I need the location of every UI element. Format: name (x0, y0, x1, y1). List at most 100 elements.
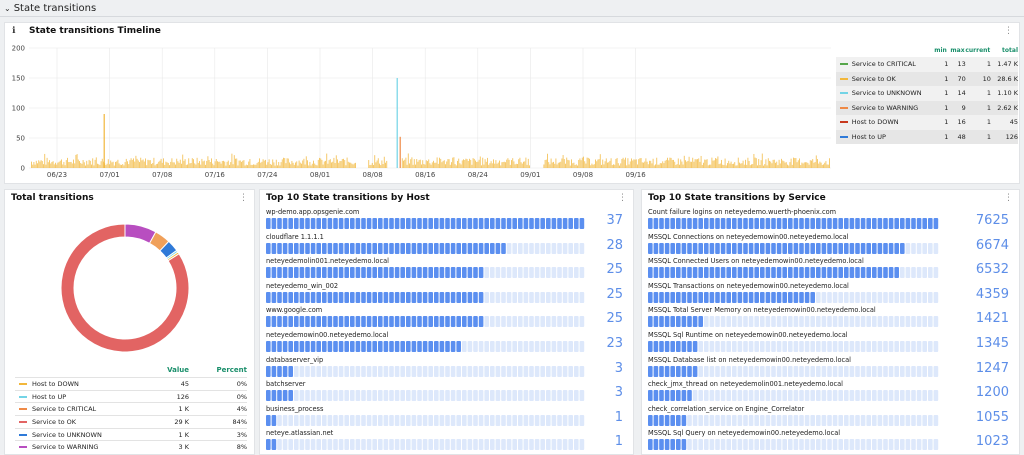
gauge-cell-filled (872, 267, 877, 279)
gauge-cell-empty (366, 365, 372, 377)
gauge-cell-empty (816, 390, 821, 402)
gauge-cell-filled (670, 365, 675, 377)
legend-table-row[interactable]: Service to UNKNOWN 1 K 3% (15, 427, 247, 441)
timeline-bar (495, 160, 497, 168)
gauge-cell-empty (445, 414, 450, 426)
bar-gauge-item[interactable]: cloudflare 1.1.1.1 28 (260, 233, 633, 258)
legend-item[interactable]: Service to OK 1 70 10 28.6 K (836, 71, 1018, 86)
bar-gauge-label: MSSQL Sql Runtime on neteyedemowin00.net… (648, 331, 848, 339)
bar-gauge-item[interactable]: www.google.com 25 (260, 306, 633, 331)
bar-gauge-item[interactable]: MSSQL Database list on neteyedemowin00.n… (642, 356, 1019, 381)
gauge-cell-empty (506, 365, 512, 377)
gauge-cell-empty (417, 390, 422, 402)
legend-item[interactable]: Service to UNKNOWN 1 14 1 1.10 K (836, 86, 1018, 101)
gauge-cell-empty (928, 414, 933, 426)
gauge-cell-empty (866, 414, 871, 426)
gauge-cell-empty (838, 316, 843, 328)
bar-gauge-item[interactable]: neteyedemowin00.neteyedemo.local 23 (260, 331, 633, 356)
legend-total-header[interactable]: total (1002, 47, 1018, 54)
legend-item[interactable]: Service to WARNING 1 9 1 2.62 K (836, 100, 1018, 115)
legend-current-header[interactable]: current (965, 47, 991, 54)
gauge-cell-filled (282, 291, 288, 303)
timeline-bar (451, 162, 452, 168)
timeline-bar (249, 159, 251, 168)
legend-table-row[interactable]: Service to OK 29 K 84% (15, 415, 247, 428)
timeline-bar (811, 160, 812, 168)
timeline-bar (131, 159, 133, 168)
legend-min-header[interactable]: min (934, 47, 947, 54)
timeline-bar (563, 159, 565, 168)
timeline-bar (735, 165, 737, 168)
legend-item[interactable]: Host to DOWN 1 16 1 45 (836, 115, 1018, 130)
bar-gauge-item[interactable]: MSSQL Connected Users on neteyedemowin00… (642, 257, 1019, 282)
chevron-down-icon[interactable]: ⌄ (4, 3, 11, 13)
info-icon[interactable]: ℹ (12, 26, 16, 36)
legend-table-row[interactable]: Service to CRITICAL 1 K 4% (15, 402, 247, 415)
legend-total: 1.10 K (997, 89, 1019, 98)
bar-gauge-item[interactable]: batchserver 3 (260, 380, 633, 405)
gauge-cell-empty (888, 291, 894, 303)
gauge-cell-empty (754, 390, 759, 402)
timeline-bar (215, 159, 217, 168)
bar-gauge-item[interactable]: neteyedemo_win_002 25 (260, 282, 633, 307)
kebab-icon[interactable]: ⋮ (618, 193, 627, 203)
gauge-cell-empty (529, 267, 534, 279)
gauge-cell-empty (692, 414, 698, 426)
bar-gauge-item[interactable]: MSSQL Total Server Memory on neteyedemow… (642, 306, 1019, 331)
gauge-cell-filled (355, 291, 361, 303)
timeline-bar (88, 159, 90, 168)
gauge-cell-filled (294, 267, 299, 279)
legend-table-row[interactable]: Host to DOWN 45 0% (15, 377, 247, 390)
bar-gauge-item[interactable]: Count failure logins on neteyedemo.wuert… (642, 208, 1019, 233)
bar-gauge-item[interactable]: MSSQL Sql Runtime on neteyedemowin00.net… (642, 331, 1019, 356)
bar-gauge-item[interactable]: neteye.atlassian.net 1 (260, 429, 633, 454)
gauge-cell-filled (383, 267, 389, 279)
kebab-icon[interactable]: ⋮ (1004, 26, 1013, 36)
bar-gauge-item[interactable]: MSSQL Connections on neteyedemowin00.net… (642, 233, 1019, 258)
gauge-cell-filled (653, 316, 659, 328)
gauge-cell-empty (574, 267, 579, 279)
legend-item[interactable]: Host to UP 1 48 1 126 (836, 129, 1018, 144)
donut-chart (60, 223, 190, 353)
gauge-cell-filled (681, 218, 687, 229)
bar-gauge-item[interactable]: MSSQL Transactions on neteyedemowin00.ne… (642, 282, 1019, 307)
gauge-cell-empty (821, 390, 827, 402)
legend-table-row[interactable]: Service to WARNING 3 K 8% (15, 440, 247, 453)
bar-gauge-item[interactable]: check_correlation_service on Engine_Corr… (642, 405, 1019, 430)
value-header[interactable]: Value (167, 366, 189, 374)
legend-table-row[interactable]: Host to UP 126 0% (15, 389, 247, 403)
legend-percent: 84% (232, 417, 247, 426)
bar-gauge-item[interactable]: business_process 1 (260, 405, 633, 430)
legend-max-header[interactable]: max (950, 47, 965, 54)
legend-current: 1 (986, 132, 991, 141)
gauge-cell-filled (664, 267, 670, 279)
gauge-cell-filled (350, 316, 355, 328)
gauge-cell-filled (765, 291, 771, 303)
gauge-cell-empty (838, 439, 843, 451)
gauge-cell-empty (574, 341, 579, 352)
gauge-cell-empty (743, 316, 748, 328)
timeline-bar (709, 164, 710, 168)
percent-header[interactable]: Percent (216, 366, 247, 374)
kebab-icon[interactable]: ⋮ (239, 193, 248, 203)
gauge-cell-filled (400, 267, 405, 279)
bar-gauge-item[interactable]: neteyedemolin001.neteyedemo.local 25 (260, 257, 633, 282)
gauge-cell-filled (754, 291, 759, 303)
timeline-bar (763, 165, 764, 168)
bar-gauge-item[interactable]: MSSQL Sql Query on neteyedemowin00.netey… (642, 429, 1019, 454)
timeline-bar (100, 161, 102, 168)
gauge-cell-empty (720, 365, 726, 377)
legend-item[interactable]: Service to CRITICAL 1 13 1 1.47 K (836, 57, 1018, 72)
x-tick-label: 08/16 (415, 171, 436, 179)
timeline-bar (580, 160, 582, 168)
bar-gauge-item[interactable]: check_jmx_thread on neteyedemolin001.net… (642, 380, 1019, 405)
timeline-bar (266, 164, 268, 168)
gauge-cell-empty (406, 365, 411, 377)
gauge-cell-empty (928, 242, 933, 254)
bar-gauge-item[interactable]: wp-demo.app.opsgenie.com 37 (260, 208, 633, 233)
gauge-cell-filled (653, 365, 659, 377)
timeline-bar (328, 160, 330, 168)
bar-gauge-item[interactable]: databaserver_vip 3 (260, 356, 633, 381)
kebab-icon[interactable]: ⋮ (1004, 193, 1013, 203)
row-header[interactable]: ⌄ State transitions (0, 0, 1024, 17)
